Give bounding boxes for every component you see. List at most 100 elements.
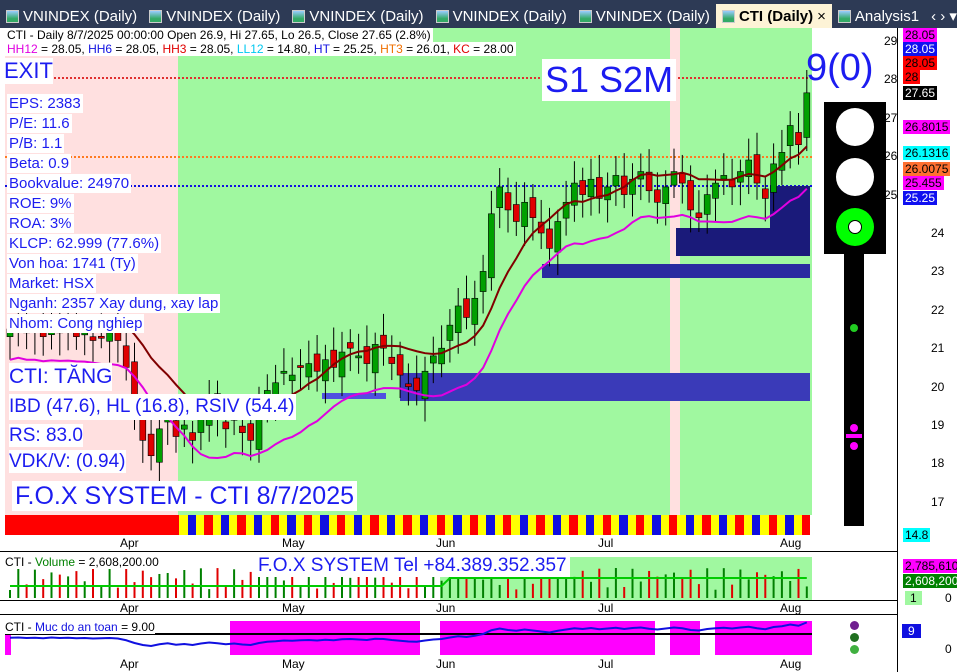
tab-0[interactable]: VNINDEX (Daily) (0, 4, 143, 28)
month-label: Jun (436, 536, 456, 550)
tab-4[interactable]: VNINDEX (Daily) (573, 4, 716, 28)
price-tick: 21 (931, 341, 945, 356)
signal-strip-cell (245, 515, 255, 535)
signal-strip-cell (320, 515, 329, 535)
stock-chart-icon (721, 9, 735, 23)
signal-strip-cell (768, 515, 777, 535)
signal-strip-cell (644, 515, 653, 535)
candle (446, 309, 454, 363)
signal-strip-cell (328, 515, 338, 535)
signal-strip-cell (685, 515, 694, 535)
tab-bar: VNINDEX (Daily) VNINDEX (Daily) VNINDEX (D… (0, 0, 957, 28)
candle (803, 69, 811, 152)
signal-strip-cell (88, 515, 97, 535)
signal-strip-cell (519, 515, 528, 535)
tab-label: VNINDEX (Daily) (23, 7, 138, 25)
candle (720, 153, 728, 195)
signal-strip-cell (378, 515, 387, 535)
signal-strip-cell (129, 515, 138, 535)
volume-badge: 2,608,200 (903, 574, 957, 588)
tab-2[interactable]: VNINDEX (Daily) (286, 4, 429, 28)
candle (737, 159, 744, 206)
tab-1[interactable]: VNINDEX (Daily) (143, 4, 286, 28)
close-icon[interactable]: × (817, 7, 826, 25)
signal-strip-cell (527, 515, 537, 535)
light-green-icon (836, 208, 874, 246)
candle (761, 176, 769, 222)
signal-strip-cell (337, 515, 346, 535)
candle (297, 349, 304, 390)
signal-strip-cell (486, 515, 495, 535)
signal-strip-cell (669, 515, 678, 535)
price-tick: 26 (884, 149, 898, 164)
candle (305, 340, 313, 390)
price-tick: 20 (931, 379, 945, 394)
fundamental-item: ROE: 9% (7, 194, 74, 213)
signal-strip-cell (295, 515, 304, 535)
candle (313, 335, 321, 392)
signal-strip-cell (702, 515, 711, 535)
fundamental-item: ROA: 3% (7, 214, 74, 233)
tab-label: VNINDEX (Daily) (309, 7, 424, 25)
indicator-value: = 28.00 (469, 42, 514, 56)
price-chart[interactable] (0, 28, 820, 518)
exit-label: EXIT (4, 58, 53, 84)
safety-chart[interactable] (0, 615, 897, 655)
signal-strip-cell (494, 515, 504, 535)
traffic-light (824, 102, 886, 254)
signal-strip-cell (420, 515, 429, 535)
month-label: May (282, 601, 305, 615)
signal-strip-cell (693, 515, 703, 535)
tab-5[interactable]: CTI (Daily) × (715, 4, 832, 28)
signal-strip-cell (478, 515, 487, 535)
volume-ma (10, 577, 807, 587)
price-badge: 28.05 (903, 42, 938, 56)
tab-label: Analysis1 (854, 7, 920, 25)
signal-strip-cell (262, 515, 271, 535)
price-tick: 22 (931, 302, 945, 317)
candle (678, 154, 686, 204)
month-label: Jun (436, 601, 456, 615)
price-badge: 25.25 (903, 191, 938, 205)
price-tick: 18 (931, 456, 945, 471)
signal-strip-cell (552, 515, 562, 535)
signal-strip-cell (13, 515, 22, 535)
signal-strip-cell (444, 515, 454, 535)
candle (695, 190, 703, 233)
signal-strip-cell (370, 515, 379, 535)
chart-window[interactable]: CTI - Daily 8/7/2025 00:00:00 Open 26.9,… (0, 28, 957, 672)
signal-strip-cell (735, 515, 744, 535)
signal-strip-cell (121, 515, 130, 535)
candle (479, 254, 487, 314)
safety-zone (715, 621, 812, 655)
signal-strip-cell (312, 515, 321, 535)
candle (620, 153, 628, 209)
signal-strip-cell (453, 515, 462, 535)
signal-strip-cell (71, 515, 80, 535)
signal-strip-cell (461, 515, 470, 535)
candle (421, 356, 429, 422)
light-off-icon (836, 158, 874, 196)
indicator-value: = 25.25, (329, 42, 381, 56)
signal-strip-cell (635, 515, 645, 535)
indicator-value: = 28.05, (112, 42, 163, 56)
signal-strip-cell (179, 515, 188, 535)
tab-scroll-buttons[interactable]: ‹ › ▾ (931, 8, 957, 25)
tab-6[interactable]: Analysis1 (832, 4, 925, 28)
signal-strip-cell (270, 515, 279, 535)
candle (770, 143, 777, 212)
price-tick: 19 (931, 418, 945, 432)
zone-box (400, 373, 810, 401)
safety-zone (440, 621, 655, 655)
status-label: CTI: TĂNG (9, 363, 113, 391)
light-off-icon (836, 108, 874, 146)
signal-strip-cell (54, 515, 64, 535)
candle (703, 174, 711, 234)
indicator-value: = 28.05, (186, 42, 237, 56)
indicator-name: LL12 (236, 42, 264, 56)
safety-title: CTI - Muc do an toan = 9.00 (5, 620, 155, 634)
candle (488, 190, 495, 291)
tab-3[interactable]: VNINDEX (Daily) (430, 4, 573, 28)
candle (795, 113, 802, 165)
fundamental-item: EPS: 2383 (7, 94, 83, 113)
